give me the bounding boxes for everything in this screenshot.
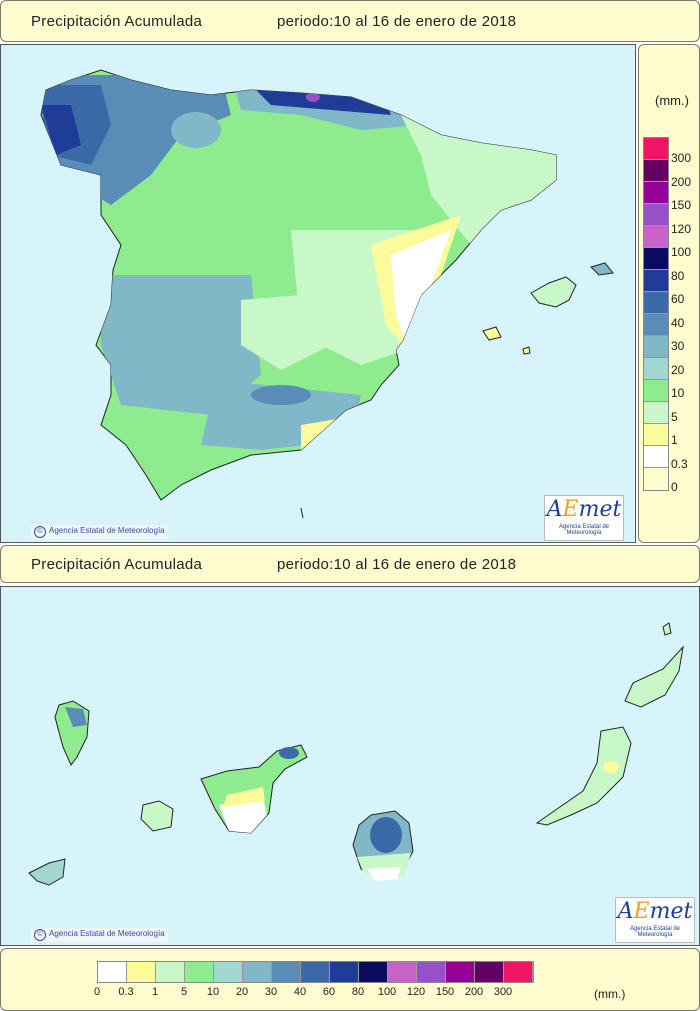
legend-swatch bbox=[644, 358, 668, 380]
legend-label: 120 bbox=[671, 221, 692, 236]
legend-label: 150 bbox=[671, 198, 692, 212]
legend-label: 20 bbox=[235, 986, 249, 998]
canarias-agency-credit: © Agencia Estatal de Meteorología bbox=[31, 928, 168, 942]
legend-label: 10 bbox=[671, 386, 685, 400]
vertical-color-scale bbox=[643, 137, 669, 491]
legend-swatch bbox=[156, 962, 185, 982]
legend-label: 30 bbox=[671, 339, 685, 353]
legend-label: 5 bbox=[180, 986, 188, 998]
legend-label: 1 bbox=[671, 433, 678, 447]
legend-swatch bbox=[417, 962, 446, 982]
legend-label: 40 bbox=[671, 315, 685, 330]
legend-swatch bbox=[644, 380, 668, 402]
peninsula-precipitation-map[interactable]: © Agencia Estatal de Meteorología AEmet A… bbox=[0, 44, 636, 543]
horizontal-legend-unit: (mm.) bbox=[594, 987, 626, 1001]
legend-swatch bbox=[214, 962, 243, 982]
legend-label: 60 bbox=[671, 292, 685, 306]
legend-label: 20 bbox=[671, 362, 685, 377]
canarias-period-label: periodo:10 al 16 de enero de 2018 bbox=[277, 555, 517, 573]
legend-swatch bbox=[644, 424, 668, 446]
legend-label: 0.3 bbox=[671, 456, 688, 471]
title-bar-canarias: Precipitación Acumulada periodo:10 al 16… bbox=[0, 545, 700, 583]
legend-unit-label: (mm.) bbox=[655, 93, 689, 108]
legend-swatch bbox=[272, 962, 301, 982]
legend-label: 200 bbox=[671, 174, 692, 189]
legend-swatch bbox=[644, 160, 668, 182]
legend-label: 200 bbox=[464, 986, 484, 998]
legend-swatch bbox=[359, 962, 388, 982]
legend-label: 80 bbox=[351, 986, 365, 998]
legend-swatch bbox=[475, 962, 504, 982]
legend-label: 100 bbox=[377, 986, 397, 998]
canarias-map-title: Precipitación Acumulada bbox=[31, 555, 203, 573]
copyright-icon: © bbox=[34, 929, 46, 941]
legend-swatch bbox=[644, 138, 668, 160]
vertical-legend: (mm.) 0 0.3 1 5 10 20 30 40 60 80 100 120 150 200 300 bbox=[638, 44, 700, 543]
period-label: periodo:10 al 16 de enero de 2018 bbox=[277, 12, 517, 30]
peninsula-map-drawing bbox=[40, 69, 614, 519]
legend-swatch bbox=[644, 248, 668, 270]
canarias-map-drawing bbox=[28, 622, 684, 886]
horizontal-color-scale bbox=[97, 961, 534, 983]
horizontal-legend: 0 0.3 1 5 10 20 30 40 60 80 100 120 150 200 300 (mm.) bbox=[0, 948, 700, 1011]
title-bar-peninsula: Precipitación Acumulada periodo:10 al 16… bbox=[0, 0, 700, 42]
legend-swatch bbox=[644, 446, 668, 468]
legend-label: 40 bbox=[293, 986, 307, 998]
legend-label: 0.3 bbox=[118, 986, 134, 998]
legend-label: 120 bbox=[406, 986, 426, 998]
legend-swatch bbox=[644, 226, 668, 248]
legend-swatch bbox=[644, 402, 668, 424]
legend-label: 80 bbox=[671, 268, 685, 283]
legend-swatch bbox=[330, 962, 359, 982]
canarias-aemet-logo: AEmet Agencia Estatal de Meteorología bbox=[615, 897, 695, 943]
legend-swatch bbox=[243, 962, 272, 982]
legend-label: 0 bbox=[93, 986, 101, 998]
legend-swatch bbox=[446, 962, 475, 982]
canarias-precipitation-map[interactable]: © Agencia Estatal de Meteorología AEmet A… bbox=[0, 586, 700, 946]
legend-label: 0 bbox=[671, 480, 678, 494]
legend-label: 300 bbox=[671, 151, 692, 165]
legend-label: 1 bbox=[151, 986, 159, 998]
legend-swatch bbox=[644, 314, 668, 336]
legend-label: 300 bbox=[493, 986, 513, 998]
legend-label: 10 bbox=[206, 986, 220, 998]
legend-swatch bbox=[388, 962, 417, 982]
legend-swatch bbox=[98, 962, 127, 982]
agency-credit: © Agencia Estatal de Meteorología bbox=[31, 525, 168, 539]
map-title: Precipitación Acumulada bbox=[31, 12, 203, 30]
legend-swatch bbox=[644, 204, 668, 226]
legend-label: 30 bbox=[264, 986, 278, 998]
aemet-logo: AEmet Agencia Estatal de Meteorología bbox=[544, 495, 624, 541]
legend-swatch bbox=[185, 962, 214, 982]
legend-label: 60 bbox=[322, 986, 336, 998]
legend-swatch bbox=[301, 962, 330, 982]
copyright-icon: © bbox=[34, 526, 46, 538]
legend-swatch bbox=[644, 336, 668, 358]
legend-label: 100 bbox=[671, 245, 692, 259]
legend-swatch bbox=[504, 962, 533, 982]
legend-swatch bbox=[644, 270, 668, 292]
legend-label: 150 bbox=[435, 986, 455, 998]
legend-swatch bbox=[644, 182, 668, 204]
legend-label: 5 bbox=[671, 409, 678, 424]
legend-swatch bbox=[644, 292, 668, 314]
legend-swatch bbox=[127, 962, 156, 982]
